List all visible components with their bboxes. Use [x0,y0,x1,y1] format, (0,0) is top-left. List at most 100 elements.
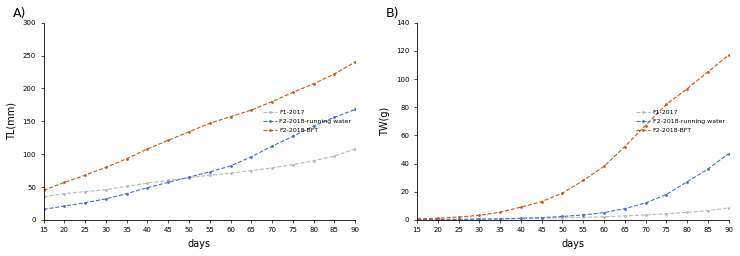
F1-2017 [122,185,131,188]
F1-2017 [164,179,172,182]
F2-2018-BFT [599,165,608,168]
Line: F1-2017: F1-2017 [416,207,730,221]
F1-2017 [351,147,360,151]
F1-2017 [517,217,525,220]
F2-2018-running water [599,211,608,214]
F2-2018-running water [101,197,110,200]
F2-2018-running water [579,214,588,217]
F1-2017 [599,215,608,218]
F2-2018-BFT [184,130,193,133]
X-axis label: days: days [562,239,585,249]
Legend: F1-2017, F2-2018-running water, F2-2018-BFT: F1-2017, F2-2018-running water, F2-2018-… [260,107,354,136]
F2-2018-running water [641,201,650,205]
F2-2018-BFT [101,166,110,169]
Line: F2-2018-BFT: F2-2018-BFT [416,54,730,220]
F2-2018-running water [682,180,691,183]
F2-2018-running water [703,168,712,171]
Line: F1-2017: F1-2017 [42,147,357,198]
F1-2017 [81,190,90,193]
F2-2018-running water [517,217,525,220]
F1-2017 [268,166,277,169]
F1-2017 [579,216,588,219]
F1-2017 [620,214,629,217]
F2-2018-running water [122,192,131,195]
F2-2018-running water [724,152,733,155]
F2-2018-BFT [434,217,443,220]
F2-2018-BFT [517,206,525,209]
F2-2018-running water [537,216,546,219]
F2-2018-BFT [39,189,48,192]
F1-2017 [39,195,48,198]
F1-2017 [289,163,297,166]
F2-2018-running water [475,218,484,221]
F1-2017 [558,216,567,219]
F2-2018-BFT [351,61,360,64]
F2-2018-running water [205,170,214,173]
F2-2018-running water [413,218,422,221]
F1-2017 [309,159,318,162]
Y-axis label: TW(g): TW(g) [380,107,391,136]
Legend: F1-2017, F2-2018-running water, F2-2018-BFT: F1-2017, F2-2018-running water, F2-2018-… [634,107,727,136]
Text: A): A) [13,7,26,20]
F2-2018-running water [662,193,670,196]
Y-axis label: TL(mm): TL(mm) [7,102,17,140]
F2-2018-BFT [620,145,629,148]
F2-2018-BFT [289,91,297,94]
F2-2018-running water [60,205,69,208]
F1-2017 [184,176,193,179]
F2-2018-running water [454,218,463,221]
F1-2017 [724,206,733,209]
F2-2018-BFT [330,72,339,76]
F2-2018-running water [184,176,193,179]
F2-2018-BFT [496,211,505,214]
F1-2017 [143,182,152,185]
F2-2018-BFT [143,147,152,151]
F1-2017 [454,218,463,221]
F2-2018-running water [496,217,505,220]
F2-2018-BFT [475,214,484,217]
F2-2018-BFT [247,109,256,112]
F2-2018-BFT [413,217,422,220]
F1-2017 [662,212,670,215]
F2-2018-running water [351,108,360,111]
F2-2018-BFT [309,82,318,85]
F2-2018-BFT [579,179,588,182]
F1-2017 [330,155,339,158]
Line: F2-2018-running water: F2-2018-running water [42,108,357,211]
X-axis label: days: days [188,239,211,249]
F2-2018-BFT [703,70,712,73]
F2-2018-running water [309,124,318,127]
F2-2018-running water [434,218,443,221]
F2-2018-BFT [662,103,670,106]
Line: F2-2018-BFT: F2-2018-BFT [42,61,357,192]
F2-2018-BFT [226,115,235,118]
F2-2018-running water [39,208,48,211]
F1-2017 [247,169,256,172]
F2-2018-running water [330,116,339,119]
F2-2018-running water [289,135,297,138]
F1-2017 [101,188,110,191]
F2-2018-BFT [268,100,277,103]
F1-2017 [434,218,443,221]
F2-2018-BFT [641,124,650,127]
F2-2018-BFT [205,122,214,125]
F1-2017 [641,214,650,217]
F2-2018-running water [143,186,152,189]
F1-2017 [682,211,691,214]
F2-2018-running water [558,215,567,218]
F2-2018-running water [81,201,90,204]
F2-2018-BFT [60,181,69,184]
F2-2018-BFT [724,54,733,57]
Line: F2-2018-running water: F2-2018-running water [416,152,730,221]
F1-2017 [226,172,235,175]
F1-2017 [60,192,69,195]
F2-2018-running water [247,155,256,158]
F2-2018-running water [620,207,629,210]
F2-2018-BFT [682,87,691,90]
F2-2018-BFT [81,174,90,177]
F2-2018-running water [268,145,277,148]
F1-2017 [703,209,712,212]
F2-2018-BFT [164,139,172,142]
F1-2017 [205,174,214,177]
F2-2018-BFT [454,216,463,219]
